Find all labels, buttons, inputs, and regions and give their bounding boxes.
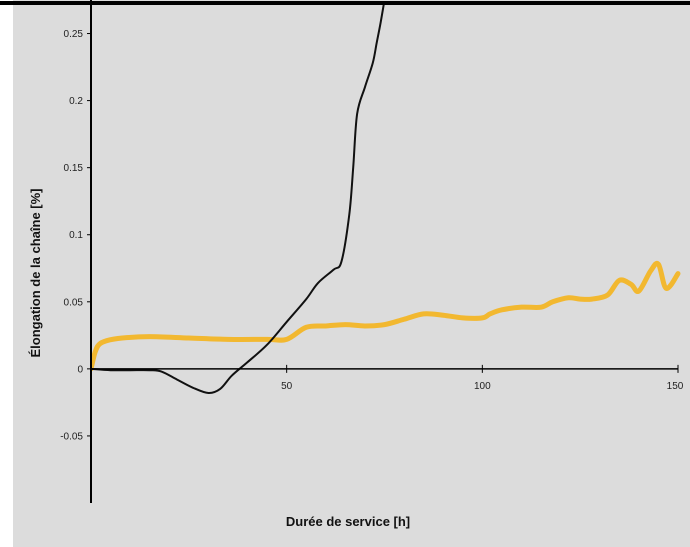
y-tick-label: 0 bbox=[77, 364, 83, 375]
x-axis-label: Durée de service [h] bbox=[286, 514, 410, 529]
y-tick-label: -0.05 bbox=[60, 431, 83, 442]
y-tick-label: 0.25 bbox=[64, 29, 84, 40]
y-tick-label: 0.15 bbox=[64, 163, 84, 174]
x-tick-label: 150 bbox=[667, 381, 684, 392]
y-axis-label: Élongation de la chaîne [%] bbox=[28, 188, 43, 357]
y-tick-label: 0.05 bbox=[64, 297, 84, 308]
series-line-orange bbox=[91, 260, 681, 372]
axes-layer: 0.25 0.2 0.15 0.1 0.05 0 -0.05 50 100 150 bbox=[60, 0, 684, 503]
x-tick-label: 100 bbox=[474, 381, 491, 392]
plot-background bbox=[13, 0, 690, 547]
y-tick-label: 0.2 bbox=[69, 96, 83, 107]
y-tick-label: 0.1 bbox=[69, 230, 83, 241]
x-tick-label: 50 bbox=[281, 381, 293, 392]
series-layer bbox=[91, 5, 681, 395]
series-line-black bbox=[91, 5, 385, 395]
